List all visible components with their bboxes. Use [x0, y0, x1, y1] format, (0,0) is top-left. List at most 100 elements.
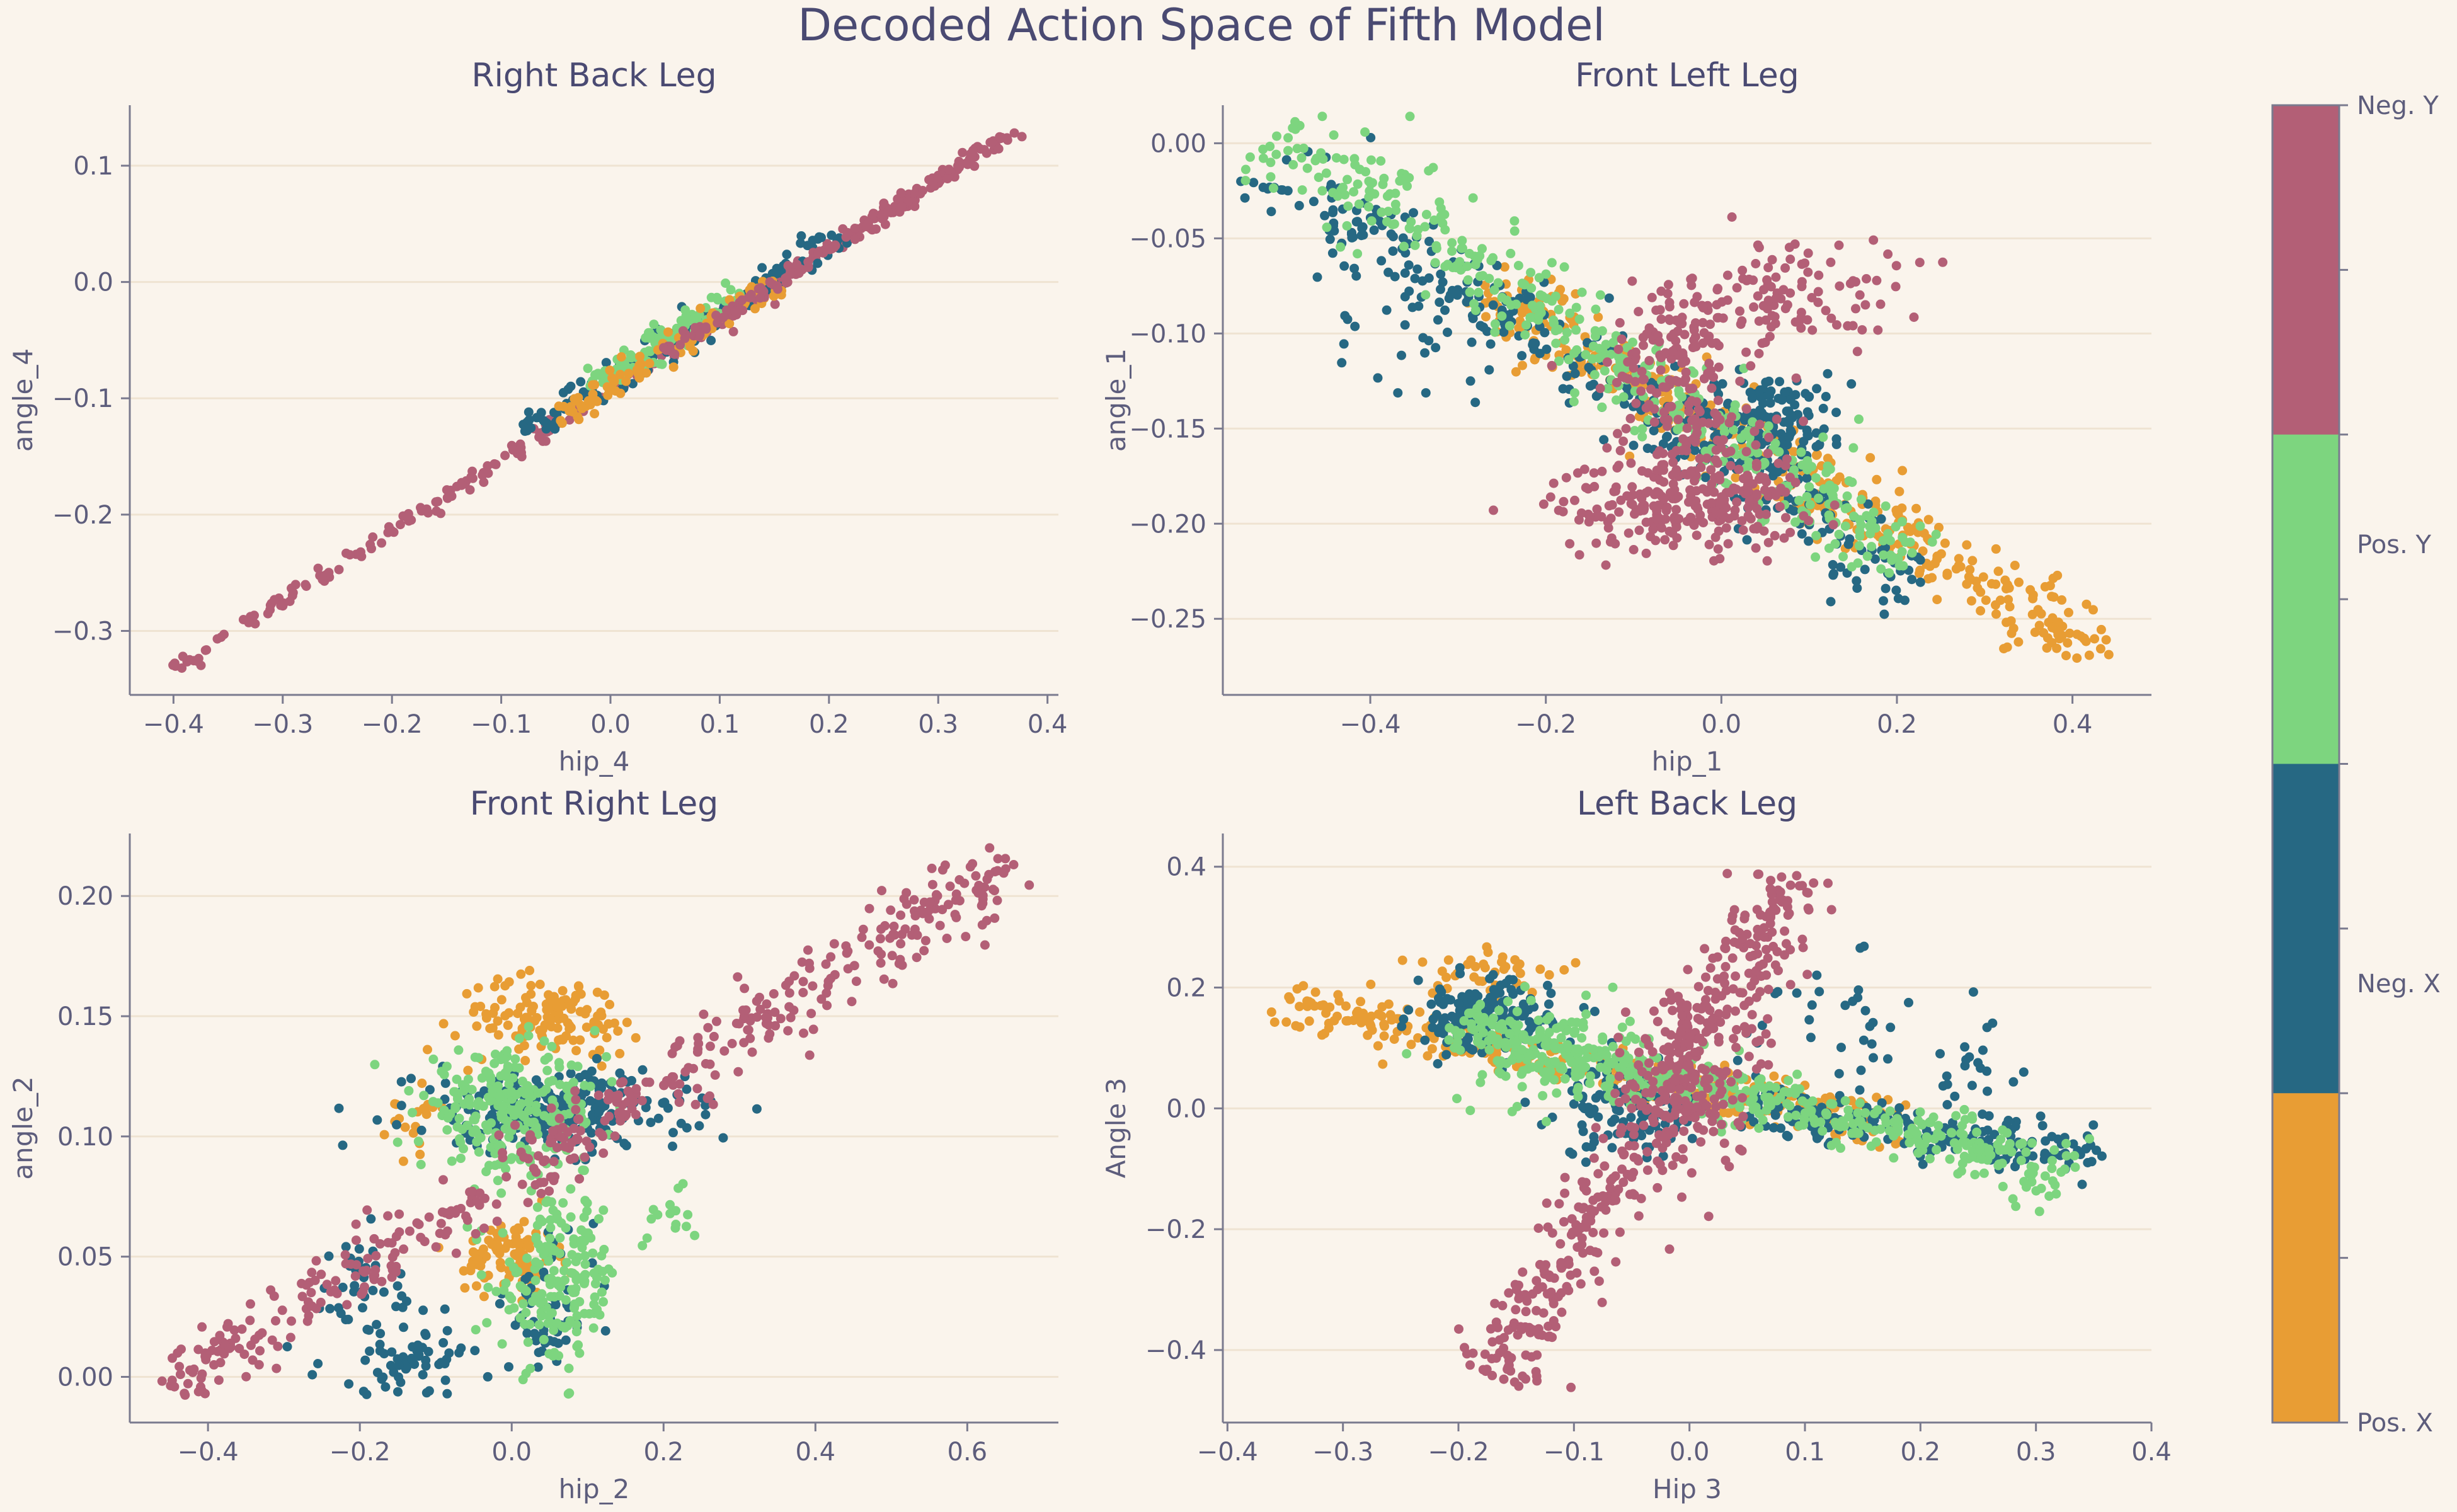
- data-point: [1656, 286, 1666, 296]
- data-point: [440, 1304, 450, 1314]
- data-point: [424, 1386, 434, 1396]
- data-point: [413, 1137, 423, 1147]
- data-point: [2002, 584, 2011, 593]
- data-point: [1009, 128, 1019, 138]
- data-point: [1763, 537, 1773, 547]
- data-point: [1894, 486, 1904, 496]
- data-point: [896, 939, 906, 949]
- data-point: [2005, 602, 2015, 612]
- data-point: [721, 305, 731, 315]
- chart-panel-3: −0.4 −0.2 0.0 0.2 0.4 0.60.000.050.100.150.20…: [8, 785, 1058, 1504]
- data-point: [1692, 397, 1702, 407]
- data-point: [695, 329, 705, 340]
- data-point: [585, 1096, 595, 1106]
- data-point: [520, 1056, 530, 1065]
- data-point: [1781, 513, 1790, 523]
- panels: −0.4 −0.3 −0.2 −0.1 0.0 0.1 0.2 0.3 0.4−0.3−0.2−…: [8, 57, 2172, 1504]
- data-point: [816, 994, 827, 1004]
- data-point: [568, 1035, 578, 1045]
- data-point: [539, 1111, 549, 1121]
- data-point: [1358, 1013, 1368, 1023]
- data-point: [561, 1295, 571, 1305]
- data-point: [558, 1198, 568, 1208]
- data-point: [583, 364, 593, 374]
- data-point: [1413, 225, 1423, 234]
- data-point: [813, 248, 823, 258]
- data-point: [1662, 502, 1672, 512]
- data-point: [813, 258, 823, 268]
- data-point: [387, 1347, 397, 1357]
- data-point: [597, 1078, 607, 1088]
- data-point: [577, 1242, 587, 1252]
- data-point: [1644, 323, 1654, 333]
- data-point: [1629, 545, 1639, 554]
- data-point: [792, 260, 802, 270]
- data-point: [1799, 437, 1809, 447]
- data-point: [1526, 283, 1537, 293]
- data-point: [452, 1122, 462, 1132]
- data-point: [1526, 268, 1536, 278]
- data-point: [864, 940, 874, 950]
- data-point: [1424, 236, 1434, 246]
- data-point: [1879, 550, 1889, 560]
- data-point: [597, 1061, 607, 1071]
- data-point: [750, 304, 760, 314]
- data-point: [857, 932, 867, 942]
- data-point: [2072, 653, 2082, 663]
- data-point: [1332, 1011, 1342, 1021]
- data-point: [1641, 548, 1651, 558]
- data-point: [592, 1053, 602, 1063]
- data-point: [497, 1339, 507, 1349]
- data-point: [1272, 131, 1281, 141]
- data-point: [1302, 163, 1312, 173]
- data-point: [372, 1115, 382, 1125]
- data-point: [772, 268, 782, 278]
- data-point: [1777, 395, 1787, 405]
- data-point: [2063, 638, 2073, 648]
- data-point: [1428, 163, 1438, 173]
- data-point: [1690, 445, 1700, 455]
- data-point: [463, 1074, 473, 1084]
- data-point: [546, 1014, 556, 1024]
- data-point: [575, 1174, 585, 1184]
- data-point: [1398, 233, 1408, 243]
- data-point: [307, 1370, 318, 1380]
- data-point: [549, 1157, 559, 1167]
- data-point: [624, 369, 634, 379]
- data-point: [1851, 304, 1860, 314]
- data-point: [1314, 173, 1324, 182]
- data-point: [1656, 353, 1666, 363]
- data-point: [1623, 357, 1633, 367]
- data-point: [1743, 510, 1753, 520]
- data-point: [551, 1300, 561, 1310]
- data-point: [1831, 408, 1841, 418]
- data-point: [1391, 205, 1401, 215]
- data-point: [1673, 491, 1683, 501]
- data-point: [590, 1292, 600, 1302]
- data-point: [927, 863, 937, 873]
- data-point: [2061, 651, 2071, 661]
- data-point: [1562, 371, 1572, 381]
- data-point: [1831, 439, 1841, 449]
- data-point: [615, 1048, 625, 1058]
- data-point: [1478, 271, 1488, 281]
- data-point: [436, 1218, 446, 1228]
- data-point: [618, 1077, 628, 1087]
- data-point: [1707, 383, 1717, 393]
- data-point: [1517, 351, 1527, 361]
- data-point: [746, 290, 756, 299]
- data-point: [1784, 243, 1794, 253]
- data-point: [1499, 327, 1509, 337]
- data-point: [1430, 258, 1440, 268]
- data-point: [482, 1318, 492, 1328]
- data-point: [394, 1360, 404, 1370]
- data-point: [1770, 312, 1780, 322]
- data-point: [1723, 539, 1733, 549]
- data-point: [1860, 564, 1870, 575]
- data-point: [1622, 343, 1632, 353]
- data-point: [350, 1271, 360, 1281]
- data-point: [718, 1133, 728, 1143]
- data-point: [1530, 338, 1540, 348]
- data-point: [540, 417, 550, 427]
- data-point: [1535, 964, 1545, 974]
